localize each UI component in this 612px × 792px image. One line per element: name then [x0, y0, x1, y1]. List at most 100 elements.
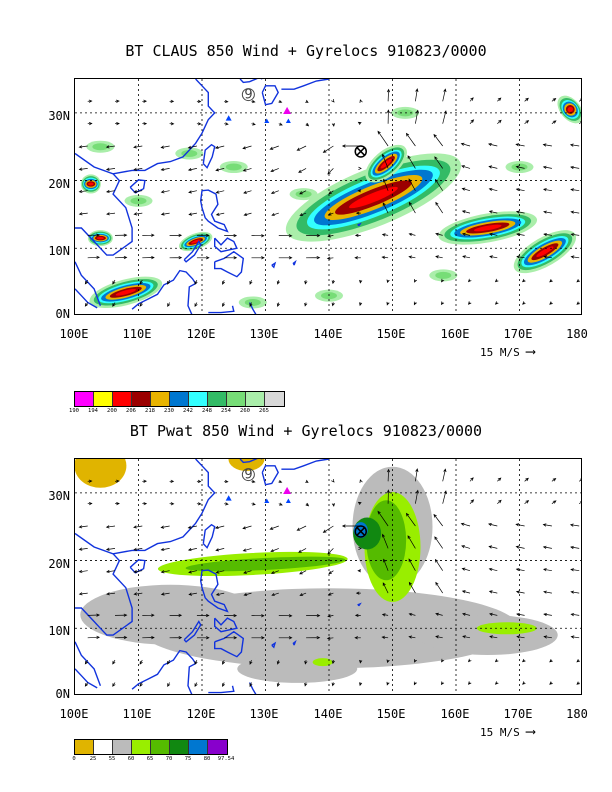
cloud-patch — [225, 163, 242, 171]
wind-arrow — [187, 548, 197, 552]
wind-arrow — [415, 468, 419, 482]
wind-arrow — [542, 143, 552, 147]
wind-arrow — [222, 279, 226, 285]
cloud-area-coldest — [191, 239, 201, 244]
pwat-area-55 — [237, 654, 358, 683]
colorbar-tick-label: 200 — [107, 408, 117, 414]
gyre-location-cross — [356, 526, 366, 536]
wind-arrow — [327, 212, 334, 216]
wind-arrow — [305, 99, 309, 103]
bottom-wind-scale-arrow: ⟶ — [526, 724, 535, 740]
wind-arrow — [299, 212, 307, 216]
colorbar-swatch — [94, 392, 113, 406]
wind-arrow — [196, 479, 202, 484]
typhoon-symbol-icon: 9 — [244, 88, 252, 103]
wind-arrow — [269, 145, 279, 150]
cloud-area-coldest — [567, 106, 573, 113]
wind-arrow — [516, 635, 525, 639]
wind-arrow — [328, 190, 334, 195]
wind-arrow — [579, 98, 581, 102]
wind-arrow — [133, 570, 143, 574]
gyre-location-marker — [354, 145, 367, 158]
wind-arrow — [570, 188, 580, 192]
wind-arrow — [187, 168, 197, 172]
wind-arrow — [84, 659, 89, 665]
coastline — [202, 143, 216, 169]
wind-arrow — [278, 614, 293, 618]
wind-arrow — [440, 681, 445, 686]
wind-arrow — [188, 592, 197, 596]
wind-arrow — [489, 635, 498, 639]
wind-arrow — [304, 280, 308, 285]
wind-arrow — [224, 613, 238, 618]
wind-arrow — [87, 99, 93, 103]
wind-arrow — [440, 301, 445, 306]
wind-arrow — [469, 477, 474, 482]
wind-arrow — [331, 123, 336, 127]
coastline — [199, 569, 229, 613]
bottom-map-canvas: 9 — [75, 459, 581, 694]
wind-arrow — [196, 613, 210, 618]
wind-arrow — [359, 659, 363, 664]
wind-arrow — [78, 167, 88, 171]
coastline — [213, 630, 245, 658]
wind-arrow — [576, 301, 580, 305]
coastline — [75, 668, 98, 689]
wind-arrow — [299, 190, 307, 195]
wind-vectors — [78, 88, 581, 308]
wind-arrow — [84, 682, 89, 687]
wind-arrow — [359, 302, 363, 307]
wind-arrow — [106, 569, 116, 574]
wind-arrow — [271, 212, 279, 217]
colorbar-swatch — [189, 392, 208, 406]
wind-arrow — [570, 635, 580, 639]
wind-arrow — [251, 256, 265, 260]
coastline — [271, 641, 277, 649]
wind-arrow — [214, 525, 225, 530]
wind-arrow — [570, 232, 580, 237]
pwat-area-low — [228, 459, 265, 471]
wind-arrow — [359, 279, 363, 284]
wind-arrow — [306, 635, 321, 640]
top-lon-150e: 150E — [376, 327, 406, 341]
gyre-location-cross — [356, 146, 366, 156]
wind-arrow — [570, 210, 580, 214]
colorbar-tick-label: 194 — [88, 408, 98, 414]
bottom-lat-0n: 0N — [55, 687, 70, 701]
wind-arrow — [139, 302, 143, 307]
wind-arrow — [194, 302, 198, 307]
wind-arrow — [467, 278, 472, 283]
wind-arrow — [278, 502, 283, 506]
bottom-lon-150e: 150E — [376, 707, 406, 721]
wind-arrow — [194, 682, 198, 687]
wind-arrow — [570, 568, 580, 572]
wind-arrow — [488, 545, 498, 549]
wind-arrow — [542, 165, 552, 169]
coastline — [112, 79, 216, 175]
wind-arrow — [304, 682, 308, 687]
coastline — [208, 685, 235, 694]
wind-arrow — [215, 168, 225, 172]
wind-arrow — [543, 255, 552, 259]
wind-arrow — [114, 255, 128, 260]
wind-arrow — [386, 468, 391, 482]
wind-arrow — [570, 545, 580, 550]
wind-arrow — [488, 210, 498, 214]
wind-arrow — [242, 548, 252, 552]
wind-arrow — [570, 255, 580, 259]
wind-arrow — [408, 581, 416, 594]
wind-arrow — [271, 592, 279, 597]
wind-arrow — [249, 659, 253, 665]
wind-arrow — [278, 256, 293, 260]
wind-arrow — [142, 255, 155, 260]
cloud-patch — [244, 298, 261, 306]
colorbar-swatch — [132, 740, 151, 754]
wind-arrow — [522, 301, 526, 305]
wind-arrow — [84, 302, 89, 307]
wind-arrow — [249, 279, 253, 285]
colorbar-swatch — [208, 392, 227, 406]
wind-arrow — [386, 88, 391, 102]
wind-arrow — [579, 500, 581, 504]
wind-arrow — [435, 255, 443, 259]
wind-arrow — [298, 548, 307, 553]
